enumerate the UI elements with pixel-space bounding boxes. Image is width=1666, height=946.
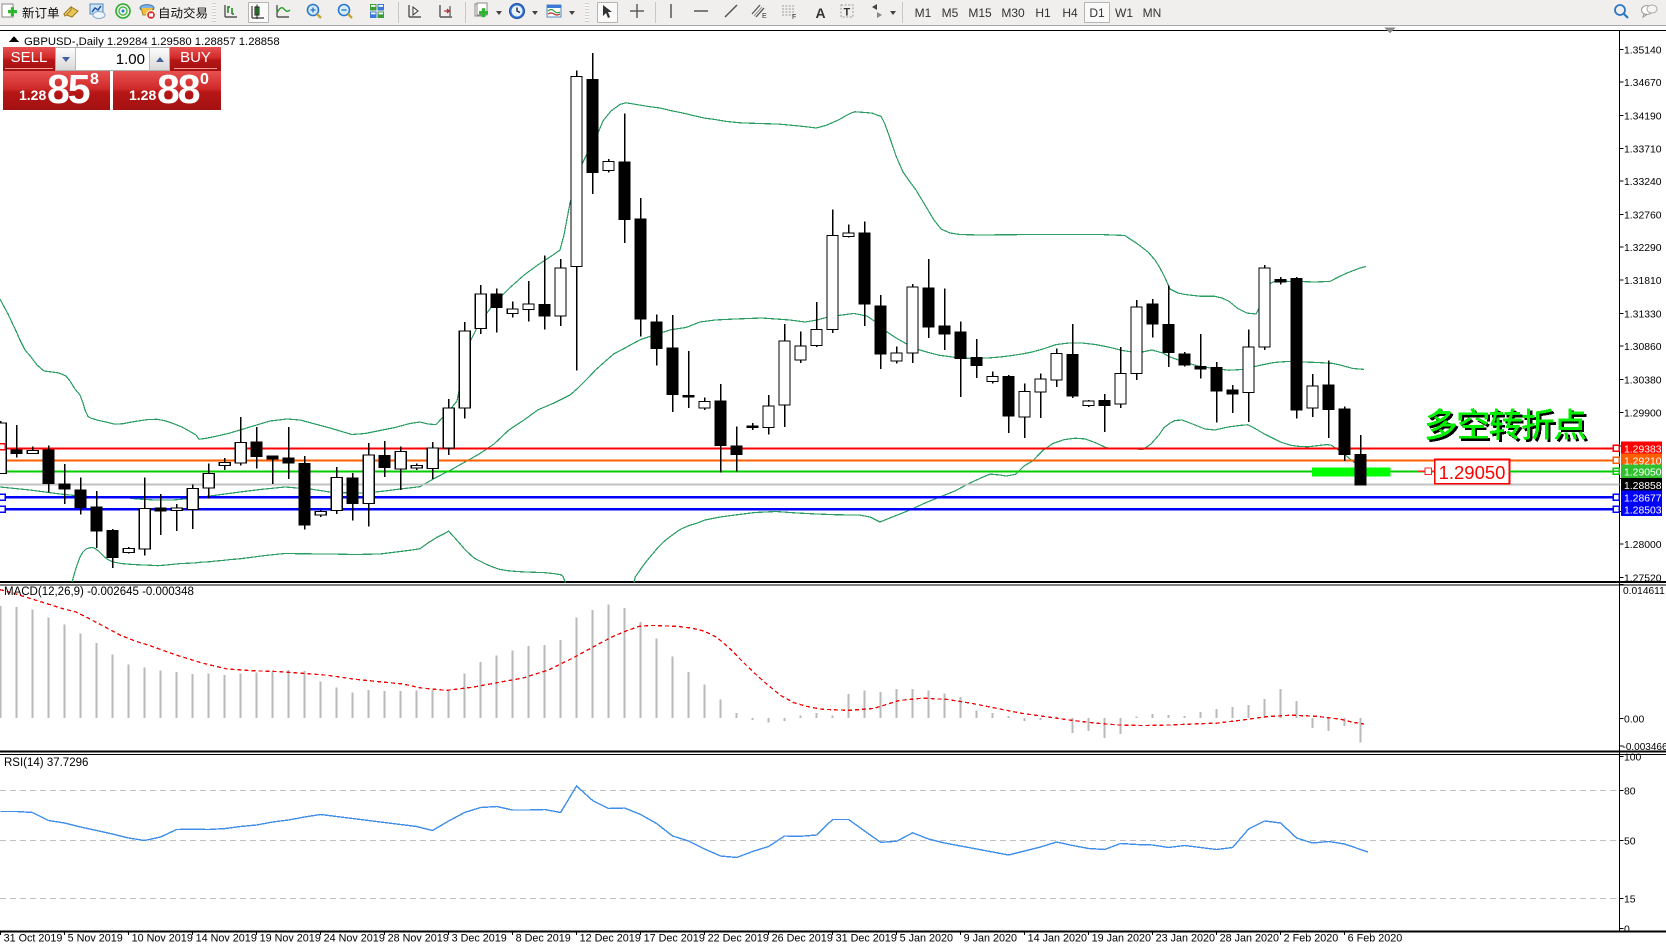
svg-text:50: 50: [1624, 837, 1636, 848]
svg-text:31 Oct 2019: 31 Oct 2019: [4, 933, 63, 945]
svg-text:23 Jan 2020: 23 Jan 2020: [1156, 933, 1215, 945]
svg-text:14 Jan 2020: 14 Jan 2020: [1028, 933, 1087, 945]
svg-text:5 Jan 2020: 5 Jan 2020: [900, 933, 953, 945]
svg-text:F: F: [792, 14, 796, 20]
svg-text:MACD(12,26,9) -0.002645 -0.000: MACD(12,26,9) -0.002645 -0.000348: [4, 586, 194, 598]
svg-text:1.29383: 1.29383: [1624, 445, 1662, 456]
svg-text:1.30380: 1.30380: [1624, 375, 1662, 386]
svg-text:0: 0: [1624, 925, 1630, 936]
svg-text:22 Dec 2019: 22 Dec 2019: [708, 933, 769, 945]
svg-text:28 Nov 2019: 28 Nov 2019: [388, 933, 449, 945]
svg-text:17 Dec 2019: 17 Dec 2019: [644, 933, 705, 945]
svg-text:1.31810: 1.31810: [1624, 276, 1662, 287]
svg-text:E: E: [762, 13, 767, 20]
svg-text:1.28677: 1.28677: [1624, 494, 1662, 505]
svg-text:1.29050: 1.29050: [1624, 468, 1662, 479]
svg-text:0.00: 0.00: [1624, 715, 1644, 726]
svg-text:12 Dec 2019: 12 Dec 2019: [580, 933, 641, 945]
svg-text:1.27520: 1.27520: [1624, 574, 1662, 585]
svg-text:T: T: [844, 7, 851, 19]
svg-text:9 Jan 2020: 9 Jan 2020: [964, 933, 1017, 945]
svg-text:1.34670: 1.34670: [1624, 78, 1662, 89]
svg-text:28 Jan 2020: 28 Jan 2020: [1220, 933, 1279, 945]
svg-text:1.28503: 1.28503: [1624, 506, 1662, 517]
svg-text:10 Nov 2019: 10 Nov 2019: [132, 933, 193, 945]
svg-text:1.33240: 1.33240: [1624, 177, 1662, 188]
svg-text:5 Nov 2019: 5 Nov 2019: [68, 933, 123, 945]
svg-text:1.34190: 1.34190: [1624, 111, 1662, 122]
svg-text:1.29900: 1.29900: [1624, 409, 1662, 420]
svg-text:24 Nov 2019: 24 Nov 2019: [324, 933, 385, 945]
svg-text:2 Feb 2020: 2 Feb 2020: [1284, 933, 1339, 945]
svg-text:GBPUSD-,Daily 1.29284 1.29580: GBPUSD-,Daily 1.29284 1.29580 1.28857 1.…: [24, 36, 280, 48]
svg-text:1.35140: 1.35140: [1624, 46, 1662, 57]
svg-text:1.31330: 1.31330: [1624, 310, 1662, 321]
svg-text:19 Nov 2019: 19 Nov 2019: [260, 933, 321, 945]
svg-text:3 Dec 2019: 3 Dec 2019: [452, 933, 507, 945]
svg-text:1.29210: 1.29210: [1624, 457, 1662, 468]
svg-text:6 Feb 2020: 6 Feb 2020: [1348, 933, 1403, 945]
svg-text:14 Nov 2019: 14 Nov 2019: [196, 933, 257, 945]
svg-text:1.29050: 1.29050: [1439, 462, 1506, 483]
svg-text:15: 15: [1624, 894, 1636, 905]
svg-text:1.30860: 1.30860: [1624, 342, 1662, 353]
svg-text:RSI(14) 37.7296: RSI(14) 37.7296: [4, 757, 88, 769]
svg-text:26 Dec 2019: 26 Dec 2019: [772, 933, 833, 945]
svg-text:0.014611: 0.014611: [1623, 586, 1665, 597]
svg-text:1.33710: 1.33710: [1624, 145, 1662, 156]
svg-text:1.32760: 1.32760: [1624, 210, 1662, 221]
svg-text:8 Dec 2019: 8 Dec 2019: [516, 933, 571, 945]
svg-text:1.28858: 1.28858: [1624, 481, 1662, 492]
svg-text:31 Dec 2019: 31 Dec 2019: [836, 933, 897, 945]
svg-text:-0.003466: -0.003466: [1623, 742, 1666, 753]
svg-text:1.32290: 1.32290: [1624, 243, 1662, 254]
svg-text:80: 80: [1624, 786, 1636, 797]
svg-text:100: 100: [1624, 753, 1642, 764]
svg-text:19 Jan 2020: 19 Jan 2020: [1092, 933, 1151, 945]
svg-text:1.28000: 1.28000: [1624, 540, 1662, 551]
